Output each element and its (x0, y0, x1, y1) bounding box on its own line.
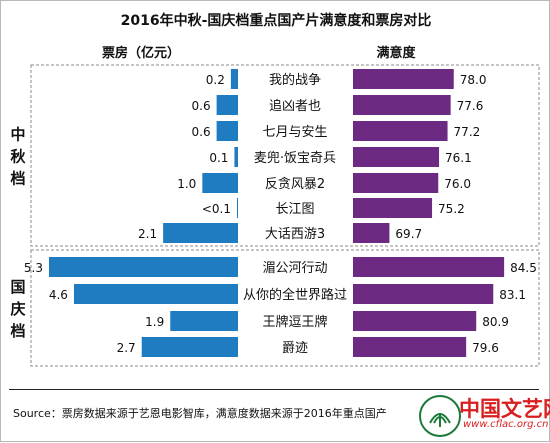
satisfaction-label: 80.9 (482, 315, 509, 329)
box-office-label: 0.2 (206, 73, 225, 87)
group-label-2: 国 (10, 278, 25, 296)
category-label: 湄公河行动 (262, 261, 327, 276)
category-label: 从你的全世界路过 (243, 287, 347, 303)
box-office-label: 4.6 (49, 288, 68, 302)
watermark-text: 中国文艺网 (459, 396, 550, 421)
satisfaction-bar (353, 69, 454, 89)
group-label-1: 中 (10, 126, 25, 144)
category-label: 长江图 (275, 202, 314, 217)
satisfaction-label: 75.2 (438, 202, 465, 216)
satisfaction-bar (353, 198, 433, 218)
group-label-1: 档 (10, 170, 25, 188)
group-label-2: 庆 (10, 300, 25, 318)
box-office-bar (230, 69, 238, 89)
group-box-1 (30, 64, 540, 247)
chart-title: 2016年中秋-国庆档重点国产片满意度和票房对比 (121, 12, 432, 29)
box-office-header: 票房（亿元） (102, 45, 180, 61)
category-label: 王牌逗王牌 (262, 314, 327, 330)
satisfaction-label: 79.6 (472, 341, 499, 355)
satisfaction-bar (353, 147, 440, 167)
satisfaction-bar (353, 257, 505, 277)
box-office-bar (73, 284, 238, 304)
satisfaction-bar (353, 284, 494, 304)
box-office-label: 2.1 (138, 227, 157, 241)
box-office-label: 0.6 (192, 99, 211, 113)
satisfaction-label: 77.2 (454, 125, 481, 139)
box-office-bar (216, 95, 238, 115)
box-office-bar (163, 223, 238, 243)
satisfaction-bar (353, 337, 467, 357)
box-office-label: 5.3 (24, 261, 43, 275)
category-label: 麦兜·饭宝奇兵 (254, 150, 336, 166)
satisfaction-label: 84.5 (510, 261, 537, 275)
group-label-2: 档 (10, 322, 25, 340)
box-office-label: 0.1 (209, 151, 228, 165)
satisfaction-bar (353, 95, 451, 115)
satisfaction-label: 69.7 (395, 227, 422, 241)
satisfaction-bar (353, 121, 448, 141)
category-label: 我的战争 (269, 72, 321, 88)
satisfaction-bar (353, 223, 390, 243)
box-office-bar (202, 173, 238, 193)
category-label: 七月与安生 (262, 125, 327, 140)
box-office-label: 1.9 (145, 315, 164, 329)
box-office-bar (216, 121, 238, 141)
satisfaction-label: 78.0 (460, 73, 487, 87)
watermark-url: www.cflac.org.cn (463, 419, 549, 430)
satisfaction-bar (353, 173, 439, 193)
box-office-label: 0.6 (192, 125, 211, 139)
category-label: 爵迹 (282, 341, 308, 356)
group-label-1: 秋 (10, 148, 26, 166)
box-office-bar (170, 311, 238, 331)
satisfaction-header: 满意度 (376, 45, 416, 61)
satisfaction-label: 76.0 (444, 177, 471, 191)
source-note: Source：票房数据来源于艺恩电影智库，满意度数据来源于2016年重点国产 (13, 407, 387, 420)
box-office-bar (237, 198, 238, 218)
watermark: 中国文艺网 www.cflac.org.cn (415, 393, 550, 439)
group-box-2 (30, 249, 540, 367)
box-office-label: 1.0 (177, 177, 196, 191)
box-office-bar (49, 257, 238, 277)
category-label: 反贪风暴2 (265, 177, 325, 192)
satisfaction-bar (353, 311, 477, 331)
box-office-label: 2.7 (117, 341, 136, 355)
category-label: 追凶者也 (269, 98, 321, 114)
satisfaction-label: 77.6 (457, 99, 484, 113)
satisfaction-label: 83.1 (499, 288, 526, 302)
category-label: 大话西游3 (265, 227, 325, 242)
source-divider (9, 389, 539, 390)
box-office-bar (141, 337, 238, 357)
satisfaction-label: 76.1 (445, 151, 472, 165)
box-office-label: <0.1 (202, 202, 231, 216)
watermark-seal-icon (419, 395, 461, 437)
box-office-bar (234, 147, 238, 167)
